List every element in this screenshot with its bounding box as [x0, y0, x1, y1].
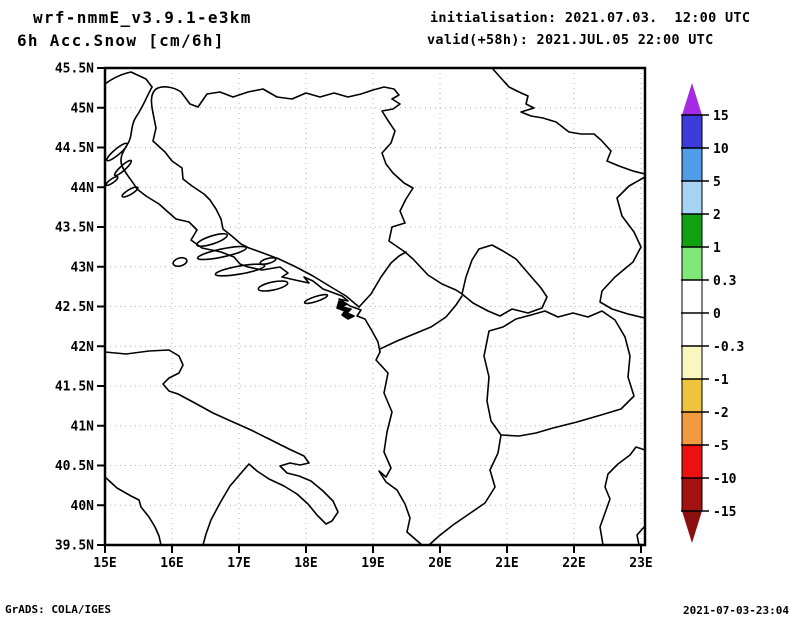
colorbar-tick-label: 15 [713, 109, 729, 124]
lon-tick-label: 21E [495, 556, 518, 571]
colorbar-tick-label: -5 [713, 439, 729, 454]
border-bosnia-west [152, 112, 360, 308]
colorbar-segment [682, 313, 702, 346]
island [106, 142, 128, 162]
lat-tick-label: 41.5N [55, 380, 94, 395]
lon-tick-label: 19E [361, 556, 384, 571]
lat-tick-label: 40N [71, 499, 95, 514]
grid-lines [105, 68, 645, 545]
lon-tick-label: 20E [428, 556, 451, 571]
lat-tick-label: 40.5N [55, 459, 94, 474]
colorbar-tick-label: -0.3 [713, 340, 744, 355]
lon-tick-label: 16E [160, 556, 183, 571]
border-kosovo [461, 244, 548, 317]
border-albania-greece [428, 434, 502, 546]
lon-tick-label: 15E [93, 556, 116, 571]
lon-tick-label: 22E [562, 556, 585, 571]
coastline-kvarner [120, 86, 153, 197]
island [195, 232, 229, 248]
lat-tick-label: 45N [71, 101, 95, 116]
map-frame [103, 66, 647, 547]
colorbar-segment [682, 115, 702, 148]
coastline-boka-bay [336, 300, 355, 320]
border-serbia-east [599, 176, 646, 319]
lon-tick-label: 17E [227, 556, 250, 571]
colorbar-tick-label: 5 [713, 175, 721, 190]
border-danube-ne [491, 67, 646, 175]
island [214, 263, 266, 277]
island [303, 293, 329, 305]
lat-tick-label: 41N [71, 419, 95, 434]
colorbar-segment [682, 181, 702, 214]
lon-tick-label: 18E [294, 556, 317, 571]
border-sava-drina [150, 86, 463, 295]
colorbar-tick-label: 10 [713, 142, 729, 157]
colorbar-tick-label: 0.3 [713, 274, 736, 289]
colorbar-tick-label: 0 [713, 307, 721, 322]
colorbar-tick-label: -1 [713, 373, 729, 388]
lat-tick-label: 44.5N [55, 141, 94, 156]
axis-ticks-and-labels: 15E 16E 17E 18E 19E 20E 21E 22E 23E 45.5N 45N 44.5N… [55, 62, 653, 572]
init-time-line: initialisation: 2021.07.03. 12:00 UTC [430, 10, 751, 26]
coastline-istria [104, 71, 153, 88]
border-bosnia-montenegro [358, 251, 407, 308]
border-bulgaria-greece [599, 446, 646, 546]
lat-tick-label: 42N [71, 340, 95, 355]
border-macedonia [483, 310, 635, 437]
colorbar-tick-label: -15 [713, 505, 736, 520]
island [105, 175, 119, 187]
colorbar-segment [682, 445, 702, 478]
lat-tick-label: 39.5N [55, 539, 94, 554]
border-corner-stub [636, 525, 646, 546]
valid-time-line: valid(+58h): 2021.JUL.05 22:00 UTC [427, 32, 714, 48]
colorbar-arrow-bottom [682, 511, 702, 543]
island [259, 257, 277, 265]
colorbar-segment [682, 280, 702, 313]
colorbar-arrow-top [682, 83, 702, 115]
coastline-albania [375, 351, 423, 546]
title-variable-line: 6h Acc.Snow [cm/6h] [17, 31, 225, 50]
colorbar-tick-label: 2 [713, 208, 721, 223]
colorbar-segment [682, 247, 702, 280]
coastline-italy-ionian [104, 476, 162, 546]
island [196, 245, 248, 261]
lat-tick-label: 42.5N [55, 300, 94, 315]
colorbar: 15 10 5 2 1 0.3 0 -0.3 -1 -2 -5 -10 -15 [681, 83, 744, 543]
colorbar-segment [682, 148, 702, 181]
colorbar-tick-label: -2 [713, 406, 729, 421]
lat-tick-label: 45.5N [55, 62, 94, 77]
coastline-italy-heel [104, 349, 339, 546]
map-outlines [104, 67, 646, 546]
island [113, 159, 133, 177]
lat-tick-label: 43.5N [55, 221, 94, 236]
coastline-dalmatia [145, 195, 381, 353]
colorbar-segment [682, 478, 702, 511]
colorbar-segment [682, 214, 702, 247]
grads-credit: GrADS: COLA/IGES [5, 603, 111, 616]
colorbar-segment [682, 412, 702, 445]
plot-timestamp: 2021-07-03-23:04 [683, 604, 789, 617]
lon-tick-label: 23E [629, 556, 652, 571]
title-model-line: wrf-nmmE_v3.9.1-e3km [33, 8, 252, 27]
colorbar-segment [682, 346, 702, 379]
island [121, 186, 139, 198]
border-montenegro-albania [379, 295, 463, 350]
colorbar-tick-label: 1 [713, 241, 721, 256]
lat-tick-label: 43N [71, 260, 95, 275]
island [257, 280, 289, 292]
island [172, 256, 188, 268]
lat-tick-label: 44N [71, 181, 95, 196]
colorbar-segment [682, 379, 702, 412]
colorbar-tick-label: -10 [713, 472, 737, 487]
